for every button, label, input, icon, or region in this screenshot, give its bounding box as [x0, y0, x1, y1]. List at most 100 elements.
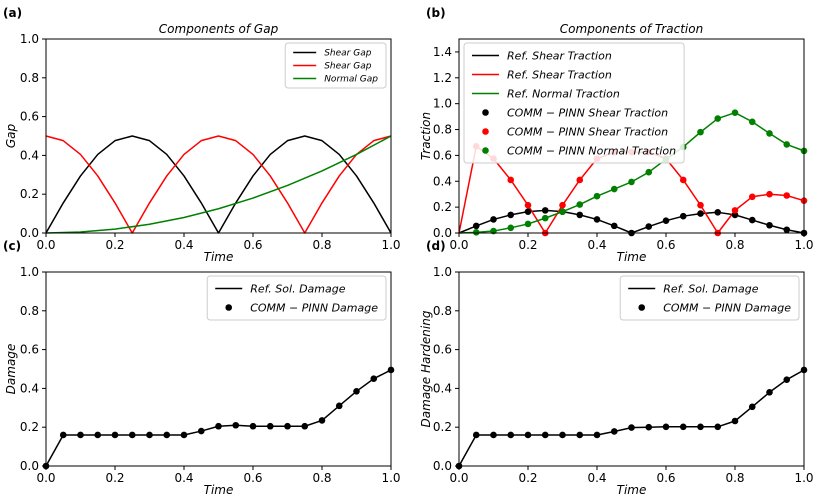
data-point — [766, 388, 773, 396]
data-point — [748, 118, 756, 126]
data-point — [697, 210, 704, 217]
panel-label: (b) — [426, 6, 446, 20]
data-point — [697, 423, 704, 431]
y-tick-label: 0.2 — [20, 420, 39, 434]
axes-frame — [458, 271, 805, 467]
x-axis-label: Time — [204, 483, 234, 497]
data-point — [128, 431, 136, 439]
data-point — [524, 431, 532, 439]
y-axis-label: Damage Hardening — [419, 310, 433, 427]
legend-label: COMM − PINN Shear Traction — [507, 106, 668, 119]
y-tick-label: 0.8 — [20, 71, 39, 85]
data-point — [697, 201, 704, 209]
data-point — [748, 216, 756, 224]
legend-marker-swatch — [225, 304, 233, 311]
legend-marker-swatch — [482, 109, 489, 116]
y-tick-label: 0.4 — [433, 381, 452, 395]
data-point — [576, 201, 584, 208]
x-tick-label: 0.4 — [174, 238, 193, 252]
x-tick-label: 0.0 — [449, 238, 468, 252]
data-point — [353, 388, 360, 395]
data-point — [628, 178, 635, 186]
data-point — [370, 375, 378, 383]
y-tick-label: 0.2 — [433, 420, 452, 434]
panel-label: (d) — [426, 239, 446, 253]
data-point — [714, 115, 722, 122]
data-point — [610, 185, 618, 193]
plot-area — [42, 366, 395, 470]
legend-box — [463, 42, 685, 164]
data-point — [645, 223, 653, 230]
y-tick-label: 1.0 — [20, 265, 39, 279]
legend-label: Ref. Shear Traction — [507, 49, 612, 62]
data-point — [679, 423, 687, 431]
data-point — [748, 403, 756, 411]
data-point — [559, 431, 566, 439]
data-point — [714, 209, 722, 216]
data-point — [662, 217, 670, 225]
y-tick-label: 0.6 — [20, 343, 39, 357]
legend-label: COMM − PINN Damage — [250, 301, 378, 314]
legend-label: Ref. Sol. Damage — [250, 282, 345, 295]
data-point — [766, 130, 773, 137]
data-point — [180, 431, 188, 439]
legend-marker-swatch — [638, 304, 646, 311]
data-point — [559, 201, 566, 209]
series-line-1 — [45, 135, 392, 234]
y-tick-label: 0.0 — [20, 226, 39, 240]
y-tick-label: 0.8 — [433, 304, 452, 318]
y-tick-label: 1.2 — [433, 71, 452, 85]
data-point — [783, 192, 791, 199]
data-point — [472, 431, 480, 439]
y-tick-label: 0.2 — [20, 187, 39, 201]
data-point — [576, 431, 584, 439]
x-tick-label: 0.8 — [312, 471, 331, 485]
data-point — [524, 201, 532, 209]
data-point — [559, 208, 566, 215]
chart-title: Components of Gap — [159, 22, 279, 36]
x-axis-label: Time — [204, 250, 234, 264]
data-point — [610, 428, 618, 435]
data-point — [645, 168, 653, 176]
data-point — [197, 427, 205, 435]
x-tick-label: 1.0 — [794, 471, 813, 485]
x-tick-label: 0.2 — [518, 471, 537, 485]
x-tick-label: 0.6 — [243, 238, 262, 252]
legend: Ref. Shear Traction Ref. Shear Traction Re… — [463, 42, 685, 164]
plot-area — [45, 135, 392, 234]
x-tick-label: 0.6 — [656, 238, 675, 252]
data-point — [163, 431, 171, 439]
data-point — [146, 431, 153, 439]
data-point — [490, 431, 497, 439]
y-axis-label: Damage — [4, 344, 18, 395]
data-point — [59, 431, 67, 439]
y-tick-label: 0.8 — [20, 304, 39, 318]
x-tick-label: 0.2 — [105, 238, 124, 252]
legend-label: Shear Gap — [324, 62, 372, 72]
data-point — [662, 423, 670, 431]
x-tick-label: 0.4 — [587, 238, 606, 252]
data-point — [472, 222, 480, 230]
data-point — [593, 216, 601, 223]
data-point — [610, 222, 618, 230]
x-tick-label: 0.0 — [36, 238, 55, 252]
data-point — [766, 221, 773, 229]
data-point — [783, 376, 791, 383]
y-tick-label: 0.0 — [433, 459, 452, 473]
data-point — [783, 141, 791, 148]
panel-label: (a) — [3, 6, 22, 20]
x-tick-label: 0.0 — [36, 471, 55, 485]
data-point — [593, 192, 601, 200]
y-axis-label: Gap — [4, 123, 18, 148]
y-tick-label: 0.6 — [433, 148, 452, 162]
legend: Ref. Sol. Damage COMM − PINN Damage — [619, 275, 800, 321]
x-tick-label: 1.0 — [794, 238, 813, 252]
data-point — [731, 417, 739, 425]
x-tick-label: 0.0 — [449, 471, 468, 485]
data-point — [111, 431, 119, 439]
data-point — [301, 422, 309, 430]
y-tick-label: 0.0 — [433, 226, 452, 240]
x-tick-label: 0.2 — [518, 238, 537, 252]
data-point — [576, 211, 584, 219]
